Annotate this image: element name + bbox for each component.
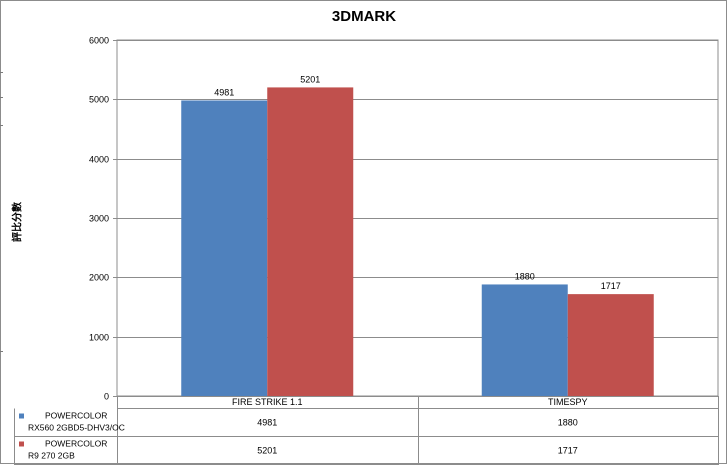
edge-tick: [0, 125, 3, 126]
legend-swatch: [19, 413, 24, 419]
y-tick-label: 4000: [89, 155, 109, 165]
y-tick-label: 1000: [89, 333, 109, 343]
chart-title: 3DMARK: [331, 8, 397, 25]
edge-tick: [0, 72, 3, 73]
table-cell-value: 5201: [257, 446, 277, 456]
category-label: FIRE STRIKE 1.1: [232, 397, 303, 407]
legend-swatch: [19, 441, 24, 447]
table-cell-value: 1880: [558, 418, 578, 428]
y-tick-label: 5000: [89, 95, 109, 105]
y-tick-label: 6000: [89, 36, 109, 46]
bar: [481, 284, 568, 396]
bar: [567, 294, 654, 396]
bar: [267, 87, 354, 396]
y-tick-label: 0: [104, 392, 109, 402]
legend-label: RX560 2GBD5-DHV3/OC: [28, 423, 125, 433]
legend-label: POWERCOLOR: [45, 439, 107, 449]
table-cell-value: 4981: [257, 418, 277, 428]
data-label: 1717: [601, 281, 621, 291]
legend-label: POWERCOLOR: [45, 411, 107, 421]
data-label: 1880: [515, 271, 535, 281]
edge-tick: [0, 351, 3, 352]
edge-tick: [0, 97, 3, 98]
table-cell-value: 1717: [558, 446, 578, 456]
bar: [181, 100, 268, 396]
y-tick-label: 3000: [89, 214, 109, 224]
data-label: 5201: [300, 74, 320, 84]
legend-label: R9 270 2GB: [28, 451, 75, 461]
category-label: TIMESPY: [548, 397, 588, 407]
y-tick-label: 2000: [89, 273, 109, 283]
data-label: 4981: [214, 87, 234, 97]
